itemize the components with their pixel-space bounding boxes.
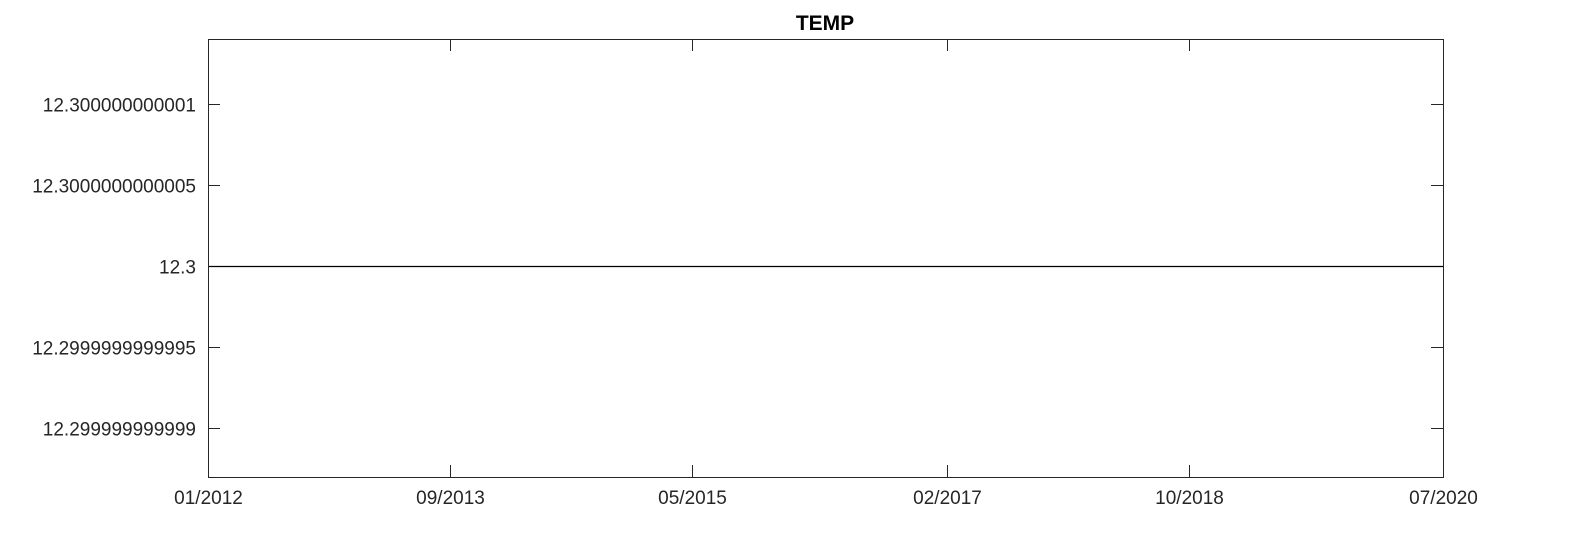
y-tick-label: 12.300000000001 — [43, 96, 196, 117]
x-tick-label: 10/2018 — [1155, 488, 1224, 509]
x-tick-label: 02/2017 — [913, 488, 982, 509]
x-tick-label: 07/2020 — [1409, 488, 1478, 509]
y-tick-label: 12.3000000000005 — [32, 177, 196, 198]
chart-title: TEMP — [796, 12, 854, 35]
x-tick-label: 05/2015 — [658, 488, 727, 509]
y-axis: 12.299999999999 12.2999999999995 12.3 12.30… — [32, 96, 1443, 441]
y-tick-label: 12.3 — [159, 258, 196, 279]
x-tick-label: 09/2013 — [416, 488, 485, 509]
plot-area-frame — [208, 39, 1444, 478]
y-tick-label: 12.2999999999995 — [32, 339, 196, 360]
y-tick-label: 12.299999999999 — [43, 420, 196, 441]
x-axis: 01/2012 09/2013 05/2015 02/2017 10/2018 07/20… — [174, 39, 1478, 509]
x-tick-label: 01/2012 — [174, 488, 243, 509]
